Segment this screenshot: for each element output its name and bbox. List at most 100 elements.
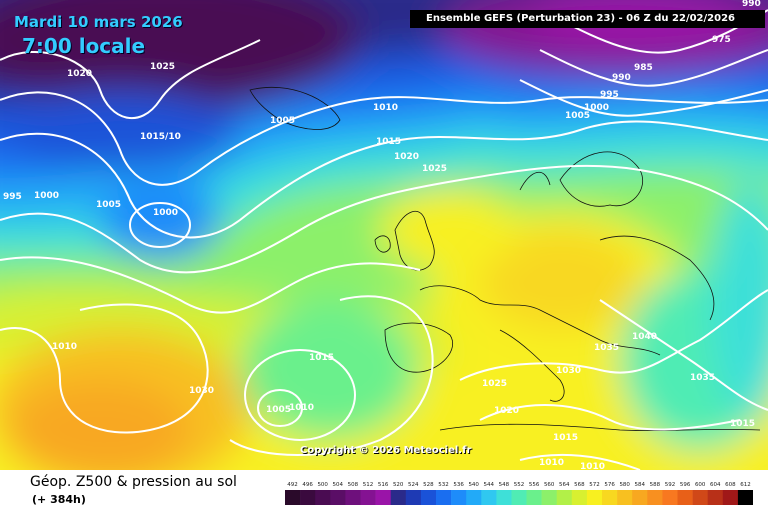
legend-value-label: 492 <box>287 482 298 488</box>
isobar-label: 985 <box>634 63 653 73</box>
legend-value-label: 560 <box>544 482 555 488</box>
geopotential-field <box>0 0 768 470</box>
legend-value-label: 516 <box>378 482 389 488</box>
legend-color-swatch <box>692 490 708 505</box>
legend-color-swatch <box>345 490 361 505</box>
isobar-label: 1005 <box>96 200 121 210</box>
legend-value-label: 564 <box>559 482 570 488</box>
legend-value-label: 596 <box>680 482 691 488</box>
isobar-label: 1020 <box>67 69 92 79</box>
legend-color-swatch <box>662 490 678 505</box>
legend-color-swatch <box>390 490 407 505</box>
isobar-label: 975 <box>712 35 731 45</box>
legend-color-swatch <box>526 490 542 505</box>
legend-color-swatch <box>677 490 693 505</box>
legend-color-swatch <box>375 490 391 505</box>
legend-color-swatch <box>481 490 497 505</box>
model-info-text: Ensemble GEFS (Perturbation 23) - 06 Z d… <box>426 13 735 24</box>
isobar-label: 1025 <box>422 164 447 174</box>
legend-value-label: 572 <box>589 482 600 488</box>
legend-value-label: 576 <box>604 482 615 488</box>
legend-value-label: 604 <box>710 482 721 488</box>
legend-value-label: 588 <box>650 482 661 488</box>
legend-color-swatch <box>541 490 557 505</box>
legend-color-swatch <box>586 490 603 505</box>
legend-value-label: 548 <box>499 482 510 488</box>
legend-value-label: 608 <box>725 482 736 488</box>
legend-value-label: 540 <box>468 482 479 488</box>
legend-value-label: 568 <box>574 482 585 488</box>
legend-color-swatch <box>617 490 633 505</box>
isobar-label: 995 <box>3 192 22 202</box>
isobar-label: 1010 <box>52 342 77 352</box>
isobar-label: 1040 <box>632 332 657 342</box>
legend-value-label: 508 <box>348 482 359 488</box>
isobar-label: 1015/10 <box>140 132 181 142</box>
isobar-label: 1010 <box>289 403 314 413</box>
isobar-label: 1005 <box>565 111 590 121</box>
legend-value-label: 532 <box>438 482 449 488</box>
legend-color-swatch <box>360 490 376 505</box>
legend-color-swatch <box>571 490 588 505</box>
legend-color-swatch <box>405 490 422 505</box>
isobar-label: 1010 <box>580 462 605 470</box>
forecast-date: Mardi 10 mars 2026 <box>14 13 183 31</box>
legend-value-label: 512 <box>363 482 374 488</box>
legend-color-swatch <box>632 490 648 505</box>
legend-color-swatch <box>330 490 346 505</box>
isobar-label: 1030 <box>189 386 214 396</box>
product-title: Géop. Z500 & pression au sol <box>30 474 237 490</box>
legend-value-label: 556 <box>529 482 540 488</box>
isobar-label: 995 <box>600 90 619 100</box>
isobar-label: 1005 <box>270 116 295 126</box>
isobar-label: 1025 <box>482 379 507 389</box>
isobar-label: 1000 <box>584 103 609 113</box>
legend-value-label: 536 <box>453 482 464 488</box>
legend-value-label: 500 <box>317 482 328 488</box>
legend-color-swatch <box>466 490 482 505</box>
isobar-label: 1015 <box>553 433 578 443</box>
isobar-label: 1020 <box>494 406 519 416</box>
legend-value-label: 524 <box>408 482 419 488</box>
legend-value-label: 528 <box>423 482 434 488</box>
legend-color-swatch <box>722 490 739 505</box>
legend-color-swatch <box>602 490 618 505</box>
legend-color-swatch <box>451 490 467 505</box>
legend-color-swatch <box>511 490 527 505</box>
isobar-lines <box>0 9 768 470</box>
isobar-label: 1015 <box>309 353 334 363</box>
legend-color-swatch <box>707 490 724 505</box>
color-scale-legend: 492 496 500 504 508 512 516 520 524 528 532 536 540 5… <box>285 482 753 505</box>
isobar-label: 990 <box>612 73 631 83</box>
isobar-label: 1035 <box>594 343 619 353</box>
isobar-labels: 1020 1025 1015/10 1005 1010 1015 1020 10… <box>3 0 761 470</box>
isobar-label: 1010 <box>373 103 398 113</box>
legend-value-label: 496 <box>302 482 313 488</box>
isobar-label: 1025 <box>150 62 175 72</box>
legend-value-label: 600 <box>695 482 706 488</box>
isobar-label: 1035 <box>690 373 715 383</box>
legend-value-label: 612 <box>740 482 751 488</box>
legend-color-swatch <box>647 490 663 505</box>
isobar-label: 1000 <box>34 191 59 201</box>
legend-color-swatch <box>300 490 316 505</box>
legend-value-label: 584 <box>635 482 646 488</box>
isobar-label: 1010 <box>539 458 564 468</box>
isobar-label: 1015 <box>376 137 401 147</box>
copyright-text: Copyright © 2026 Meteociel.fr <box>300 445 472 456</box>
lead-time: (+ 384h) <box>32 493 86 506</box>
legend-value-label: 504 <box>333 482 344 488</box>
legend-value-label: 544 <box>484 482 495 488</box>
model-info-bar: Ensemble GEFS (Perturbation 23) - 06 Z d… <box>410 10 765 28</box>
legend-color-swatch <box>496 490 512 505</box>
isobar-label: 1015 <box>730 419 755 429</box>
legend-color-swatch <box>556 490 573 505</box>
legend-value-label: 552 <box>514 482 525 488</box>
legend-color-swatch <box>285 490 301 505</box>
isobar-label: 1000 <box>153 208 178 218</box>
legend-color-swatch <box>737 490 753 505</box>
coastlines <box>249 86 761 431</box>
legend-value-label: 592 <box>665 482 676 488</box>
forecast-local-time: 7:00 locale <box>22 34 146 58</box>
